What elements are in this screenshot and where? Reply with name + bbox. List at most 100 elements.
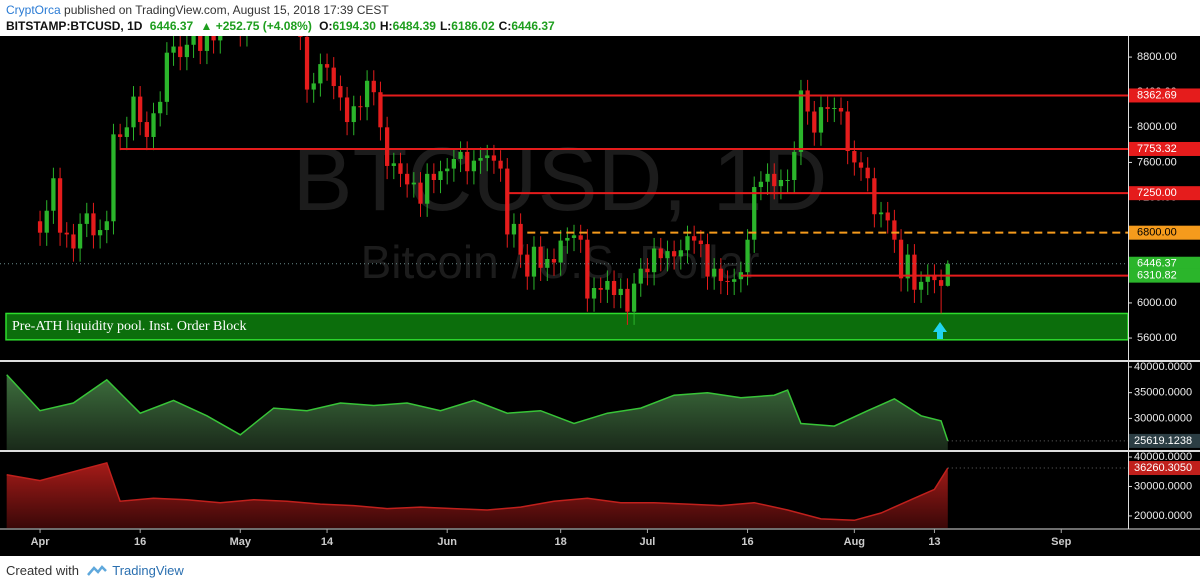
candle-body (638, 268, 643, 284)
candle-body (878, 212, 884, 215)
last-price: 6446.37 (149, 19, 194, 33)
candle-body (658, 248, 663, 259)
candle-body (144, 122, 149, 137)
candle-body (852, 151, 857, 163)
candle-body (338, 86, 343, 98)
x-tick-label: Apr (31, 536, 51, 548)
author[interactable]: CryptOrca (6, 3, 61, 17)
candle-body (218, 36, 223, 41)
candle-body (685, 236, 690, 251)
candle-body (44, 210, 49, 233)
y-tick-label: 8000.00 (1137, 121, 1177, 133)
candle-body (211, 36, 216, 41)
candle-body (451, 158, 457, 169)
y-tick-label: 5600.00 (1137, 332, 1177, 344)
up-arrow (933, 322, 947, 339)
candle-body (84, 213, 89, 224)
candle-body (812, 111, 817, 133)
candle-body (191, 36, 196, 45)
y-tick-label: 40000.0000 (1134, 361, 1192, 373)
candle-body (418, 182, 423, 204)
candle-body (578, 235, 583, 240)
candle-body (405, 173, 410, 185)
candle-body (565, 237, 570, 241)
x-tick-label: 16 (134, 536, 146, 548)
price-tag (1129, 141, 1200, 156)
candle-body (651, 248, 657, 273)
candle-body (304, 36, 310, 90)
candle-body (485, 155, 490, 159)
price-tag-label: 6446.37 (1137, 258, 1177, 270)
candle-body (371, 80, 376, 93)
candle-body (932, 274, 937, 281)
candle-body (171, 46, 176, 53)
value-tag-label: 25619.1238 (1134, 435, 1192, 447)
candle-body (351, 106, 356, 123)
candle-body (411, 182, 416, 185)
y-tick-label: 30000.0000 (1134, 480, 1192, 492)
candle-body (825, 107, 830, 109)
publish-line: CryptOrca published on TradingView.com, … (6, 3, 389, 17)
candle-body (772, 173, 777, 187)
candle-body (938, 280, 944, 286)
candle-body (471, 160, 477, 172)
candle-body (97, 230, 103, 236)
y-tick-label: 6000.00 (1137, 297, 1177, 309)
y-tick-label: 35000.0000 (1134, 387, 1192, 399)
candle-body (585, 239, 590, 299)
value-tag-label: 36260.3050 (1134, 462, 1192, 474)
candle-body (765, 173, 770, 182)
candle-body (551, 259, 557, 263)
logo (86, 565, 107, 576)
candle-body (885, 212, 890, 221)
candle-body (618, 288, 623, 296)
candle-body (598, 288, 603, 290)
candle-body (118, 134, 123, 137)
value-tag (1129, 461, 1200, 476)
candle-body (438, 171, 443, 180)
background (0, 36, 1200, 556)
candle-body (571, 235, 577, 238)
candle-body (758, 181, 764, 188)
candle-body (491, 155, 497, 161)
candle-body (311, 83, 316, 90)
x-tick-label: Jul (639, 536, 655, 548)
candle-body (631, 283, 637, 312)
candle-body (458, 151, 463, 159)
candle-body (37, 221, 43, 233)
candle-body (832, 108, 837, 109)
y-tick-label: 40000.0000 (1134, 451, 1192, 463)
candle-body (431, 173, 436, 180)
candle-body (865, 167, 870, 179)
candle-body (645, 268, 650, 273)
candle-body (384, 127, 390, 166)
candle-body (124, 127, 129, 137)
price-tag (1129, 225, 1200, 240)
ohlc-value: 6186.02 (451, 19, 495, 33)
y-tick-label: 30000.0000 (1134, 412, 1192, 424)
candle-body (511, 223, 517, 235)
candle-body (665, 251, 670, 259)
candle-body (698, 240, 703, 245)
candle-body (64, 232, 69, 235)
candle-body (725, 280, 730, 282)
candle-body (198, 36, 203, 51)
candle-body (111, 134, 116, 222)
candle-body (818, 107, 824, 133)
candle-body (158, 101, 163, 114)
candle-body (625, 288, 630, 312)
candle-body (478, 158, 483, 161)
candle-body (425, 173, 430, 204)
candle-body (732, 279, 737, 282)
x-tick-label: Jun (437, 536, 457, 548)
candle-body (605, 280, 610, 290)
brand[interactable]: TradingView (112, 563, 184, 578)
candle-body (912, 254, 917, 290)
candle-body (525, 254, 530, 277)
candle-body (671, 251, 677, 257)
x-tick-label: 16 (741, 536, 753, 548)
candle-body (178, 46, 183, 58)
candle-body (712, 268, 717, 277)
